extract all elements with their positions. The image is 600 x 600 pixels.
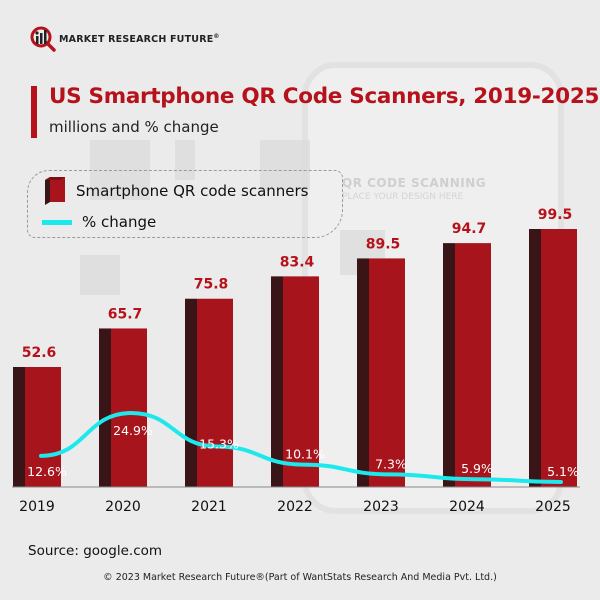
bar-side-2021 (185, 298, 197, 487)
bar-swatch-icon (45, 177, 65, 205)
source-note: Source: google.com (28, 543, 163, 559)
bar-side-2022 (271, 276, 283, 487)
background-qr-ghost (80, 255, 120, 295)
line-swatch-icon (42, 219, 72, 225)
chart-title: US Smartphone QR Code Scanners, 2019-202… (49, 84, 600, 109)
x-tick-label: 2021 (191, 499, 227, 515)
title-accent-bar (31, 86, 37, 138)
x-tick-label: 2019 (19, 499, 55, 515)
bar-2021 (197, 298, 233, 487)
bar-side-2019 (13, 367, 25, 487)
percent-change-label: 15.3% (199, 436, 239, 451)
x-tick-label: 2022 (277, 499, 313, 515)
bar-side-2020 (99, 328, 111, 487)
bar-value-label: 52.6 (22, 345, 57, 361)
chart-subtitle: millions and % change (49, 118, 219, 136)
background-qr-ghost (340, 230, 385, 275)
background-phone-illustration (302, 62, 564, 514)
brand-logo: MARKET RESEARCH FUTURE® (30, 26, 220, 52)
background-qr-ghost (260, 140, 310, 190)
percent-change-label: 24.9% (113, 423, 153, 438)
bar-value-label: 65.7 (108, 306, 143, 322)
background-watermark-title: QR CODE SCANNING (342, 176, 487, 190)
chart-legend: Smartphone QR code scanners % change (27, 170, 343, 238)
x-tick-label: 2020 (105, 499, 141, 515)
legend-label-line: % change (82, 213, 157, 231)
bar-2020 (111, 328, 147, 487)
background-watermark-subtitle: PLACE YOUR DESIGN HERE (342, 192, 464, 202)
copyright-note: © 2023 Market Research Future®(Part of W… (103, 572, 497, 583)
legend-item-bars: Smartphone QR code scanners (42, 176, 309, 206)
percent-change-label: 12.6% (27, 464, 67, 479)
bar-value-label: 75.8 (194, 277, 229, 293)
registered-mark: ® (213, 32, 220, 40)
magnifier-chart-icon (30, 26, 56, 52)
brand-name-text: MARKET RESEARCH FUTURE (59, 34, 214, 46)
legend-label-bars: Smartphone QR code scanners (76, 182, 309, 200)
legend-item-line: % change (42, 213, 156, 231)
bar-2019 (25, 367, 61, 487)
brand-name: MARKET RESEARCH FUTURE® (59, 33, 220, 45)
